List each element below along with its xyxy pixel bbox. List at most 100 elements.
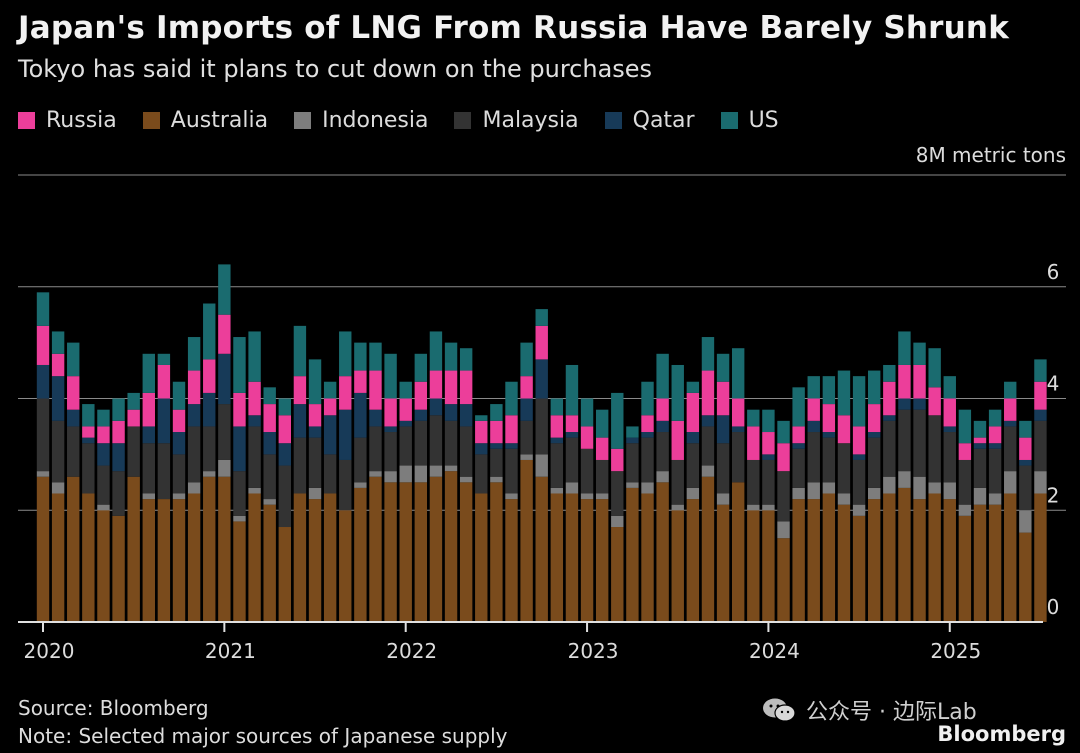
bar-segment-russia (127, 409, 140, 427)
bar-segment-australia (641, 493, 654, 622)
bar-segment-us (293, 325, 307, 377)
bar-segment-malaysia (429, 415, 443, 466)
bar-segment-australia (308, 499, 322, 622)
bar-segment-us (97, 409, 110, 427)
bar-segment-qatar (339, 409, 352, 460)
legend-item-indonesia: Indonesia (294, 108, 428, 133)
bar-segment-us (278, 398, 292, 416)
footnote: Note: Selected major sources of Japanese… (18, 724, 508, 748)
bar-segment-indonesia (807, 482, 820, 500)
bar-segment-us (671, 364, 684, 421)
bar-segment-russia (384, 398, 397, 427)
bar-segment-us (701, 337, 715, 371)
bar-segment-malaysia (535, 398, 548, 455)
bar-segment-indonesia (1034, 471, 1047, 494)
bar-segment-malaysia (203, 426, 216, 472)
bar-segment-indonesia (686, 487, 700, 500)
bar-segment-qatar (384, 426, 397, 433)
bar-segment-russia (656, 398, 669, 421)
bar-segment-malaysia (157, 443, 171, 500)
bar-segment-malaysia (505, 448, 518, 494)
bar-segment-indonesia (837, 493, 851, 505)
bar-segment-australia (323, 493, 337, 622)
stacked-bar-chart: 0 2 4 6 2020 2021 2022 2023 2024 2025 (18, 174, 1066, 663)
bar-segment-russia (1034, 381, 1047, 410)
bar-segment-us (913, 342, 926, 365)
bar-segment-russia (505, 415, 518, 444)
bar-segment-qatar (550, 437, 564, 444)
bar-segment-malaysia (686, 443, 700, 488)
bar-segment-us (852, 376, 866, 427)
bar-segment-australia (82, 493, 95, 622)
bar-segment-australia (414, 482, 428, 622)
bar-segment-us (535, 309, 548, 326)
x-tick-label: 2021 (205, 639, 256, 663)
bar-segment-malaysia (731, 432, 745, 483)
bar-segment-qatar (248, 415, 261, 427)
bar-segment-malaysia (595, 459, 609, 494)
legend-swatch-russia (18, 112, 35, 129)
bar-segment-indonesia (913, 476, 926, 500)
bar-segment-qatar (565, 432, 579, 438)
bar-segment-indonesia (671, 504, 684, 511)
bar-segment-malaysia (792, 448, 805, 488)
bar-segment-russia (112, 420, 125, 444)
bar-segment-australia (67, 476, 80, 622)
bar-segment-malaysia (444, 420, 458, 466)
bar-segment-qatar (852, 454, 866, 460)
bar-segment-australia (550, 493, 564, 622)
bar-segment-australia (913, 499, 926, 622)
bar-segment-russia (82, 426, 95, 438)
bar-segment-russia (883, 381, 896, 416)
legend-label-qatar: Qatar (632, 108, 695, 133)
bar-segment-malaysia (565, 437, 579, 483)
bar-segment-indonesia (399, 465, 412, 483)
source-note: Source: Bloomberg (18, 696, 209, 720)
bar-segment-russia (580, 426, 594, 449)
bar-segment-us (157, 353, 171, 365)
bar-segment-malaysia (127, 426, 140, 477)
bar-segment-us (731, 348, 745, 399)
bar-segment-qatar (716, 415, 730, 444)
bar-segment-indonesia (248, 487, 261, 494)
bar-segment-qatar (505, 443, 518, 449)
bar-segment-australia (671, 510, 684, 622)
bar-segment-us (686, 381, 700, 393)
bar-segment-indonesia (263, 499, 276, 505)
bar-segment-russia (67, 376, 80, 410)
bar-segment-australia (263, 504, 276, 622)
bar-segment-malaysia (384, 432, 397, 472)
bar-segment-russia (490, 420, 503, 444)
bar-segment-us (142, 353, 155, 393)
bar-segment-australia (399, 482, 412, 622)
bar-segment-us (777, 420, 790, 444)
bar-segment-indonesia (51, 482, 65, 494)
bar-segment-malaysia (868, 437, 881, 488)
bar-segment-indonesia (656, 471, 669, 483)
bar-segment-indonesia (142, 493, 155, 500)
bar-segment-australia (1034, 493, 1047, 622)
bar-segment-malaysia (822, 437, 836, 483)
bar-segment-qatar (51, 376, 65, 421)
bar-segment-russia (233, 392, 246, 427)
bar-segment-russia (1004, 398, 1017, 421)
bar-segment-australia (429, 476, 443, 622)
bar-segment-malaysia (67, 426, 80, 477)
bar-segment-malaysia (883, 420, 896, 477)
bar-segment-us (369, 342, 382, 371)
bar-segment-malaysia (97, 465, 110, 505)
bar-segment-indonesia (852, 504, 866, 516)
bar-segment-malaysia (701, 426, 715, 466)
bar-segment-qatar (82, 437, 95, 444)
bar-segment-qatar (293, 404, 307, 438)
bar-segment-qatar (157, 398, 171, 444)
bar-segment-us (187, 337, 201, 371)
bar-segment-us (127, 392, 140, 410)
bar-segment-australia (626, 487, 639, 622)
legend-swatch-qatar (604, 112, 622, 129)
bar-segment-us (308, 359, 322, 405)
y-tick-label: 6 (1047, 260, 1060, 284)
bar-segment-russia (973, 437, 987, 444)
bar-segment-us (792, 387, 805, 427)
bar-segment-malaysia (308, 437, 322, 488)
